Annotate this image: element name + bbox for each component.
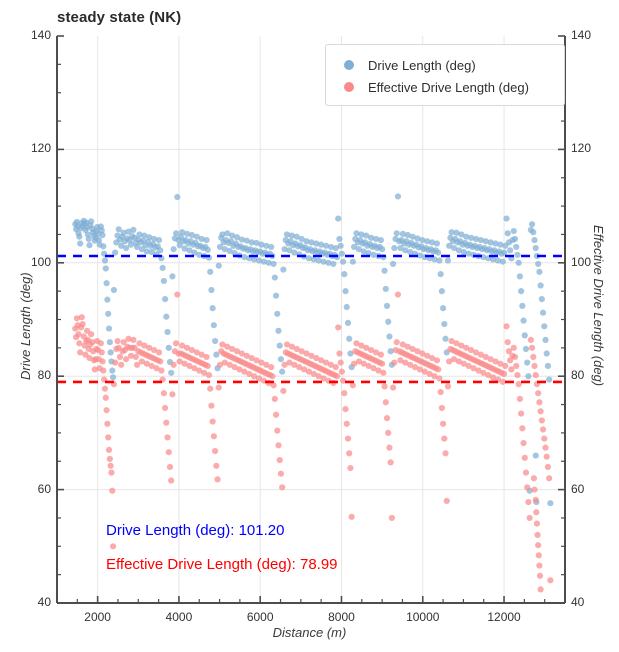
x-tick-label: 4000 (165, 610, 193, 624)
y-tick-label-right: 120 (571, 141, 592, 156)
x-tick-label: 10000 (406, 610, 440, 624)
x-tick-label: 12000 (487, 610, 521, 624)
x-tick-label: 6000 (246, 610, 274, 624)
y-tick-label-left: 100 (30, 254, 51, 269)
axis-spines (56, 36, 566, 604)
y-tick-label-right: 100 (571, 254, 592, 269)
y-axis-label-right: Effective Drive Length (deg) (591, 225, 606, 387)
y-tick-label-left: 120 (30, 141, 51, 156)
y-axis-label-left: Drive Length (deg) (18, 272, 33, 380)
y-tick-label-left: 80 (37, 368, 51, 383)
legend-label-drive-length: Drive Length (deg) (368, 57, 476, 73)
legend-item-drive-length[interactable]: Drive Length (deg) (344, 54, 564, 76)
legend-item-effective-drive-length[interactable]: Effective Drive Length (deg) (344, 76, 564, 98)
effective-drive-length-mean-annotation: Effective Drive Length (deg): 78.99 (106, 556, 338, 573)
x-tick-label: 2000 (84, 610, 111, 624)
y-tick-label-right: 80 (571, 368, 585, 383)
legend-marker-effective-drive-length (344, 82, 354, 92)
series-points-drive-length (72, 193, 554, 507)
axis-ticks (56, 35, 566, 604)
y-tick-label-right: 60 (571, 481, 585, 496)
legend-marker-drive-length (344, 60, 354, 70)
chart-legend: Drive Length (deg) Effective Drive Lengt… (325, 44, 565, 106)
series-points-effective-drive-length (72, 291, 554, 593)
x-axis-label: Distance (m) (272, 625, 347, 640)
y-tick-label-right: 140 (571, 28, 592, 42)
y-tick-label-left: 40 (37, 595, 51, 609)
gridlines (57, 36, 565, 603)
y-tick-label-left: 60 (37, 481, 51, 496)
legend-label-effective-drive-length: Effective Drive Length (deg) (368, 79, 529, 95)
x-tick-label: 8000 (328, 610, 355, 624)
chart-title: steady state (NK) (57, 9, 182, 26)
drive-length-mean-annotation: Drive Length (deg): 101.20 (106, 522, 285, 539)
y-tick-label-left: 140 (30, 28, 51, 42)
y-tick-label-right: 40 (571, 595, 585, 609)
